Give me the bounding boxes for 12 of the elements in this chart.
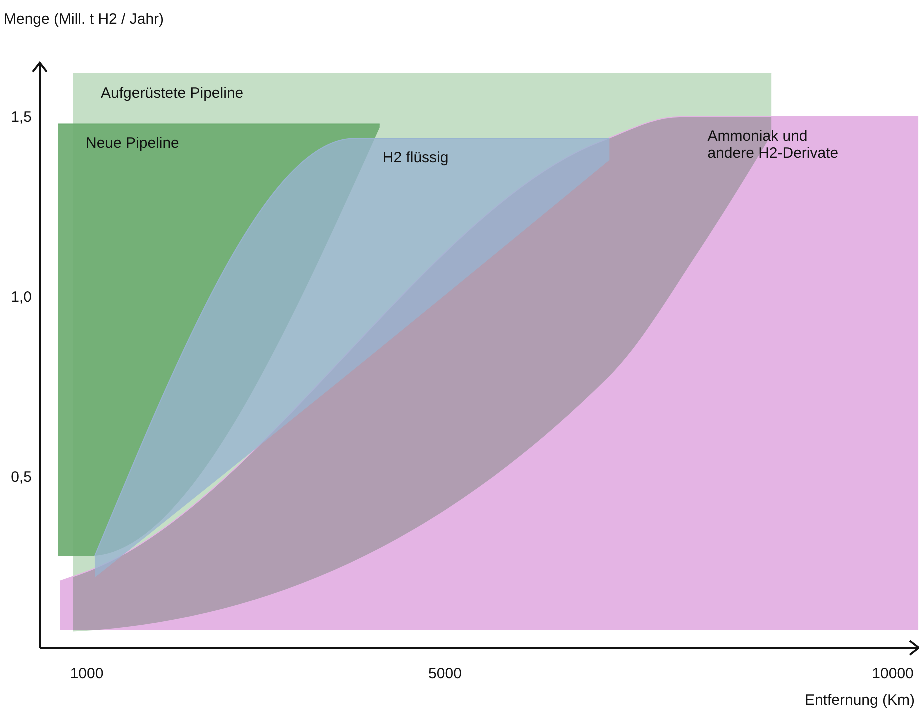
x-tick-label: 1000 (70, 666, 104, 683)
y-tick-label: 0,5 (11, 468, 32, 486)
series-label: Aufgerüstete Pipeline (101, 84, 244, 102)
y-axis-title: Menge (Mill. t H2 / Jahr) (4, 11, 164, 28)
y-tick-label: 1,5 (11, 108, 32, 126)
series-label: H2 flüssig (382, 150, 449, 167)
x-tick-label: 5000 (428, 666, 462, 683)
series-label: Neue Pipeline (86, 135, 180, 152)
x-tick-label: 10000 (872, 666, 914, 683)
series-label: Ammoniak und andere H2-Derivate (708, 128, 839, 162)
x-axis-title: Entfernung (Km) (804, 692, 916, 709)
y-tick-label: 1,0 (11, 288, 32, 306)
